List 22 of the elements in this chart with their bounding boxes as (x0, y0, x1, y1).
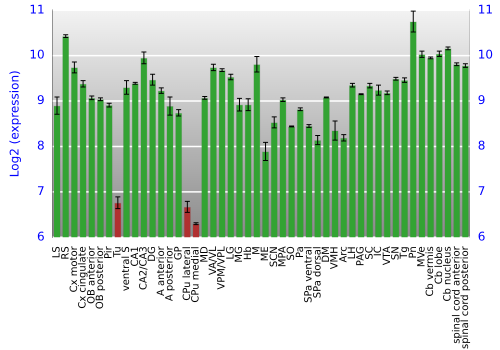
y2-tick-label: 6 (478, 229, 486, 244)
y-tick-label: 6 (37, 229, 45, 244)
x-tick-label: spinal cord posterior (460, 245, 471, 350)
x-tick-label: DG (147, 246, 158, 262)
y-tick-label: 8 (37, 138, 45, 153)
y2-tick-label: 11 (478, 2, 494, 16)
y-tick-label: 7 (37, 184, 45, 198)
x-tick-label: OB posterior (95, 245, 106, 310)
x-tick-label: Cb lobe (434, 246, 445, 284)
y2-tick-label: 10 (478, 48, 494, 62)
y-tick-label: 9 (37, 93, 45, 108)
x-tick-label: A posterior (164, 245, 176, 302)
x-tick-label: Tg (399, 246, 410, 260)
y2-tick-label: 9 (478, 93, 486, 108)
y2-tick-label: 8 (478, 138, 486, 153)
y-tick-label: 11 (29, 2, 45, 16)
y-tick-label: 10 (29, 48, 45, 62)
x-tick-label: GP (173, 246, 184, 260)
x-tick-label: Pa (294, 246, 306, 258)
y-axis-title: Log2 (expression) (7, 70, 22, 178)
x-tick-label: RS (60, 246, 72, 260)
y2-tick-label: 7 (478, 184, 486, 198)
